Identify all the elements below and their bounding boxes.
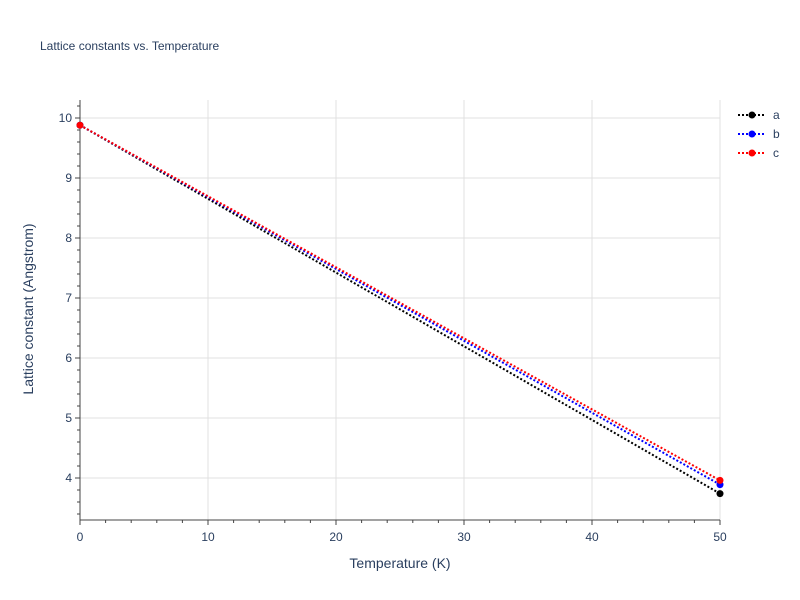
y-tick-label: 8 bbox=[65, 231, 72, 245]
x-tick-label: 40 bbox=[585, 530, 599, 544]
y-tick-label: 10 bbox=[59, 111, 73, 125]
legend[interactable]: abc bbox=[738, 108, 780, 160]
series-points bbox=[76, 121, 724, 498]
y-axis-title: Lattice constant (Angstrom) bbox=[20, 223, 36, 394]
axes bbox=[75, 100, 721, 525]
x-axis-title: Temperature (K) bbox=[349, 555, 450, 571]
y-tick-label: 7 bbox=[65, 291, 72, 305]
series-line-c[interactable] bbox=[79, 124, 721, 482]
series-line-a[interactable] bbox=[79, 124, 721, 495]
legend-label-b: b bbox=[773, 127, 780, 141]
data-point-c[interactable] bbox=[716, 476, 724, 484]
legend-marker-a bbox=[748, 111, 756, 119]
legend-item-a[interactable]: a bbox=[738, 108, 780, 122]
x-tick-label: 50 bbox=[713, 530, 727, 544]
y-tick-label: 4 bbox=[65, 471, 72, 485]
data-point-a[interactable] bbox=[716, 490, 724, 498]
data-point-c[interactable] bbox=[76, 121, 84, 129]
tick-labels: 0 10 20 30 40 50 4 5 6 7 8 9 10 bbox=[59, 111, 727, 544]
x-tick-label: 10 bbox=[201, 530, 215, 544]
grid-lines bbox=[79, 100, 721, 520]
series-line-b[interactable] bbox=[79, 124, 721, 486]
chart-title: Lattice constants vs. Temperature bbox=[40, 39, 220, 53]
x-tick-label: 30 bbox=[457, 530, 471, 544]
legend-item-c[interactable]: c bbox=[738, 146, 779, 160]
x-tick-label: 0 bbox=[77, 530, 84, 544]
x-tick-label: 20 bbox=[329, 530, 343, 544]
series-lines bbox=[79, 124, 721, 495]
y-tick-label: 9 bbox=[65, 171, 72, 185]
y-tick-label: 5 bbox=[65, 411, 72, 425]
legend-item-b[interactable]: b bbox=[738, 127, 780, 141]
legend-marker-b bbox=[748, 130, 756, 138]
y-tick-label: 6 bbox=[65, 351, 72, 365]
legend-marker-c bbox=[748, 149, 756, 157]
legend-label-a: a bbox=[773, 108, 780, 122]
legend-label-c: c bbox=[773, 146, 779, 160]
